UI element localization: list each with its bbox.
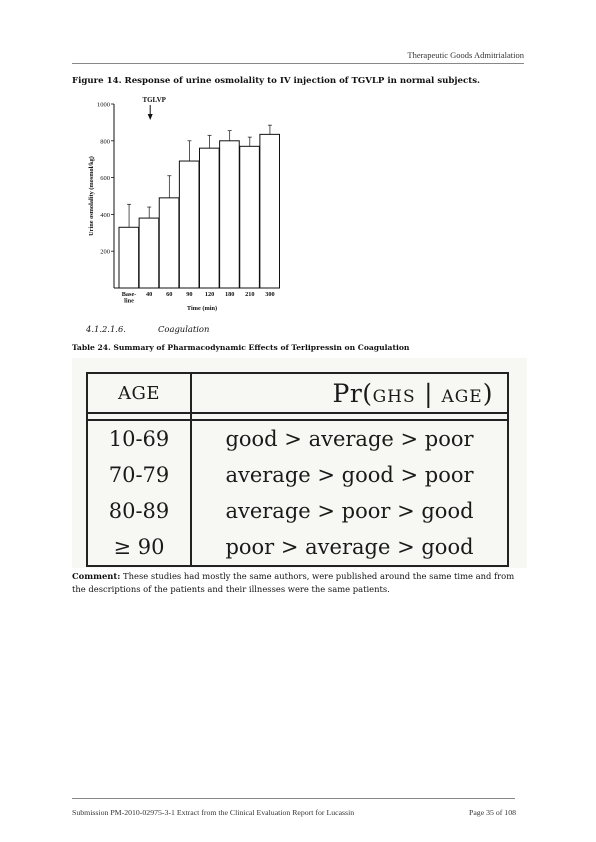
table-row: ≥ 90 poor > average > good	[86, 529, 509, 567]
table-row: 10-69 good > average > poor	[86, 420, 509, 457]
order-cell: good > average > poor	[191, 420, 509, 457]
x-axis-label: Time (min)	[187, 305, 217, 312]
age-cell: 70-79	[86, 457, 192, 493]
order-cell: average > good > poor	[191, 457, 509, 493]
section-title: Coagulation	[158, 324, 210, 334]
x-tick-label: 40	[146, 291, 152, 298]
bar	[199, 147, 220, 289]
y-tick-label: 400	[100, 212, 110, 219]
age-cell: 10-69	[86, 420, 192, 457]
order-cell: poor > average > good	[191, 529, 509, 567]
footer-page-number: Page 35 of 108	[469, 808, 516, 817]
age-ghs-table-image: AGE Pr(GHS | AGE) 10-69 good > average >…	[72, 358, 527, 568]
age-ghs-table: AGE Pr(GHS | AGE) 10-69 good > average >…	[86, 372, 509, 567]
table-row: 80-89 average > poor > good	[86, 493, 509, 529]
x-tick-label: 60	[166, 291, 172, 298]
page-header: Therapeutic Goods Admitrialation	[407, 50, 524, 60]
figure-caption: Figure 14. Response of urine osmolality …	[72, 76, 481, 86]
age-cell: 80-89	[86, 493, 192, 529]
header-age: AGE	[86, 372, 192, 414]
bar	[158, 197, 180, 289]
header-probability: Pr(GHS | AGE)	[191, 372, 509, 414]
y-tick-label: 800	[100, 138, 110, 145]
bar	[138, 217, 160, 289]
table-caption: Table 24. Summary of Pharmacodynamic Eff…	[72, 343, 410, 352]
comment-label: Comment:	[72, 571, 121, 581]
bar	[239, 145, 260, 289]
x-tick-label: 180	[225, 291, 234, 298]
footer-submission: Submission PM-2010-02975-3-1 Extract fro…	[72, 808, 355, 817]
x-tick-label: 120	[205, 291, 214, 298]
header-divider	[72, 63, 524, 64]
bar	[118, 226, 140, 289]
comment-text: These studies had mostly the same author…	[72, 571, 515, 594]
y-tick-label: 1000	[97, 102, 110, 109]
y-tick-label: 600	[100, 175, 110, 182]
order-cell: average > poor > good	[191, 493, 509, 529]
section-number: 4.1.2.1.6.	[86, 324, 126, 334]
y-tick-label: 200	[100, 249, 110, 256]
annotation-label: TGLVP	[142, 96, 166, 104]
comment-paragraph: Comment: These studies had mostly the sa…	[72, 570, 524, 595]
footer-divider	[72, 798, 515, 799]
annotation-arrow-head	[147, 114, 153, 120]
section-heading: 4.1.2.1.6. Coagulation	[86, 324, 209, 334]
y-axis-label: Urine osmolality (mosmol/kg)	[88, 156, 95, 236]
table-header-row: AGE Pr(GHS | AGE)	[86, 372, 509, 414]
x-tick-label: 300	[265, 291, 274, 298]
x-tick-label: 210	[245, 291, 254, 298]
x-tick-label-line2: line	[124, 298, 134, 305]
x-tick-label: 90	[186, 291, 192, 298]
urine-osmolality-bar-chart: 1000 800 600 400 200 Urine osmolality (mosmol…	[88, 96, 280, 312]
bar	[219, 140, 240, 289]
age-cell: ≥ 90	[86, 529, 192, 567]
table-gap-row	[86, 413, 509, 421]
table-row: 70-79 average > good > poor	[86, 457, 509, 493]
bar	[259, 133, 280, 289]
bar	[178, 160, 200, 289]
x-tick-label: Base-	[122, 291, 137, 298]
